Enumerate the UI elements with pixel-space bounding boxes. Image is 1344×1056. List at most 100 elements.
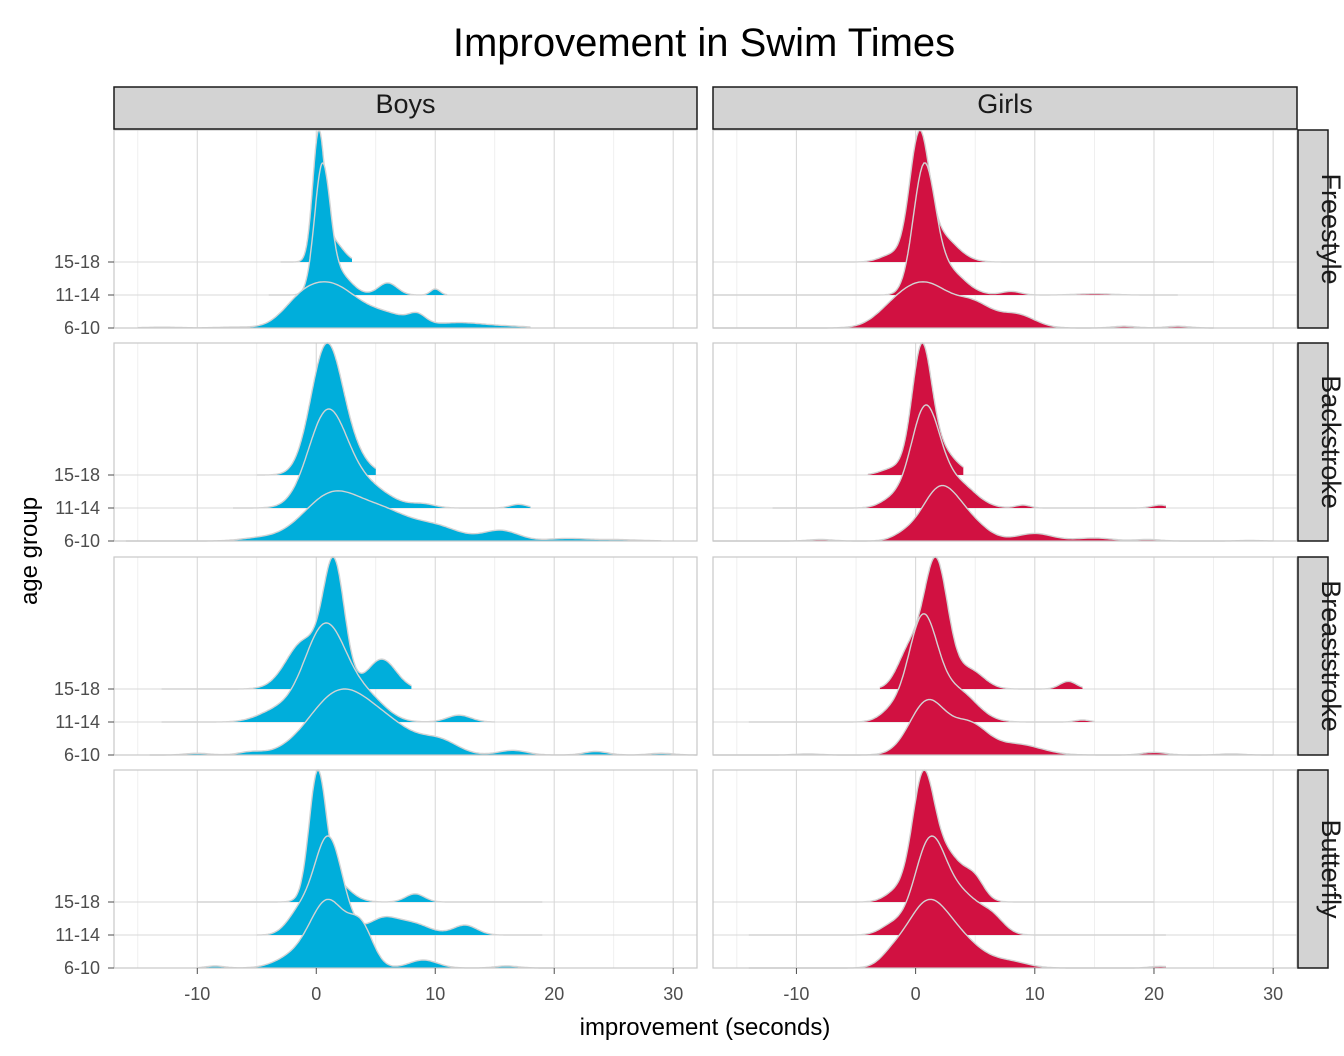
y-tick-label: 15-18 xyxy=(54,465,100,485)
facet-strips: Boys Girls Freestyle Backstroke Breaststroke… xyxy=(113,86,1344,969)
ridge-fill-11-14 xyxy=(268,163,448,295)
panel-border xyxy=(712,129,1298,329)
ridge-fill-6-10 xyxy=(125,490,662,541)
panel-girls-freestyle xyxy=(712,129,1298,329)
y-tick-label: 6-10 xyxy=(64,745,100,765)
panel-border xyxy=(712,769,1298,969)
strip-boys: Boys xyxy=(113,86,698,130)
y-tick-label: 6-10 xyxy=(64,318,100,338)
strip-freestyle: Freestyle xyxy=(1297,129,1344,329)
y-tick-label: 11-14 xyxy=(55,285,100,305)
strip-butterfly: Butterfly xyxy=(1297,769,1344,969)
panel-background xyxy=(114,130,697,328)
panel-grid xyxy=(113,129,1298,969)
y-tick-label: 11-14 xyxy=(55,925,100,945)
x-tick-label: -10 xyxy=(184,984,210,1004)
strip-label: Girls xyxy=(977,89,1033,119)
ridge-outline-11-14 xyxy=(748,835,1166,936)
panel-background xyxy=(713,343,1297,541)
strip-label: Breaststroke xyxy=(1316,580,1344,732)
ridge-outline-15-18 xyxy=(796,129,1214,263)
panel-girls-backstroke xyxy=(712,342,1298,542)
strip-breaststroke: Breaststroke xyxy=(1297,556,1344,756)
ridge-fill-11-14 xyxy=(161,623,495,722)
x-tick-label: -10 xyxy=(783,984,809,1004)
ridge-fill-11-14 xyxy=(713,163,1178,295)
panel-boys-backstroke xyxy=(113,342,698,542)
ridge-fill-6-10 xyxy=(149,689,697,755)
ridge-fill-6-10 xyxy=(137,281,531,328)
strip-label: Freestyle xyxy=(1316,173,1344,284)
y-tick-label: 11-14 xyxy=(55,712,100,732)
ridge-outline-15-18 xyxy=(161,556,412,690)
y-tick-label: 6-10 xyxy=(64,958,100,978)
panel-background xyxy=(114,343,697,541)
panel-girls-breaststroke xyxy=(712,556,1298,756)
ridge-fill-11-14 xyxy=(748,613,1095,722)
strip-background xyxy=(1297,769,1329,969)
ridge-outline-6-10 xyxy=(149,688,697,756)
panel-background xyxy=(713,130,1297,328)
axes: 6-10 11-14 15-18 6-10 11-14 15-18 6-10 11-14 15-… xyxy=(54,252,1283,1004)
ridge-outline-15-18 xyxy=(879,556,1083,690)
panel-boys-butterfly xyxy=(113,768,698,969)
x-tick-label: 10 xyxy=(425,984,445,1004)
y-tick-label: 15-18 xyxy=(54,679,100,699)
ridge-fill-11-14 xyxy=(748,836,1166,935)
strip-background xyxy=(1297,129,1329,329)
ridge-outline-11-14 xyxy=(772,404,1166,509)
x-tick-label: 20 xyxy=(544,984,564,1004)
y-tick-label: 15-18 xyxy=(54,252,100,272)
strip-backstroke: Backstroke xyxy=(1297,342,1344,542)
ridge-outline-15-18 xyxy=(256,342,377,476)
ridge-fill-6-10 xyxy=(197,899,555,968)
panel-border xyxy=(712,556,1298,756)
panel-border xyxy=(113,769,698,969)
strip-background xyxy=(113,86,698,130)
panel-boys-breaststroke xyxy=(113,556,698,756)
chart-title: Improvement in Swim Times xyxy=(453,21,955,65)
ridge-fill-15-18 xyxy=(796,770,1154,902)
ridge-fill-6-10 xyxy=(748,899,1166,968)
ridge-fill-6-10 xyxy=(713,281,1214,328)
strip-girls: Girls xyxy=(712,86,1298,130)
ridge-outline-6-10 xyxy=(197,898,555,969)
y-axis-title: age group xyxy=(16,497,43,605)
panel-boys-freestyle xyxy=(113,129,698,329)
panel-border xyxy=(712,342,1298,542)
strip-background xyxy=(712,86,1298,130)
x-tick-label: 20 xyxy=(1144,984,1164,1004)
panel-background xyxy=(713,557,1297,755)
y-tick-label: 11-14 xyxy=(55,498,100,518)
strip-background xyxy=(1297,556,1329,756)
x-axis-title: improvement (seconds) xyxy=(580,1014,831,1041)
panel-border xyxy=(113,556,698,756)
panel-background xyxy=(114,770,697,968)
ridge-outline-11-14 xyxy=(233,408,531,509)
x-tick-label: 0 xyxy=(311,984,321,1004)
strip-label: Boys xyxy=(375,89,435,119)
y-tick-label: 15-18 xyxy=(54,892,100,912)
strip-label: Butterfly xyxy=(1316,819,1344,919)
ridge-outline-11-14 xyxy=(713,162,1178,296)
strip-label: Backstroke xyxy=(1316,375,1344,509)
x-tick-label: 30 xyxy=(663,984,683,1004)
panel-girls-butterfly xyxy=(712,769,1298,969)
ridge-outline-15-18 xyxy=(280,129,353,263)
ridge-outline-15-18 xyxy=(796,769,1154,903)
y-tick-label: 6-10 xyxy=(64,531,100,551)
strip-background xyxy=(1297,342,1329,542)
x-tick-label: 0 xyxy=(911,984,921,1004)
ridge-outline-15-18 xyxy=(867,342,964,475)
x-tick-label: 30 xyxy=(1263,984,1283,1004)
ridge-outline-11-14 xyxy=(161,622,495,723)
x-tick-label: 10 xyxy=(1025,984,1045,1004)
panel-background xyxy=(114,557,697,755)
panel-background xyxy=(713,770,1297,968)
ridge-fill-6-10 xyxy=(713,699,1274,755)
panel-border xyxy=(113,342,698,542)
ridge-outline-15-18 xyxy=(197,768,543,903)
panel-border xyxy=(113,129,698,329)
ridge-outline-11-14 xyxy=(256,835,543,936)
